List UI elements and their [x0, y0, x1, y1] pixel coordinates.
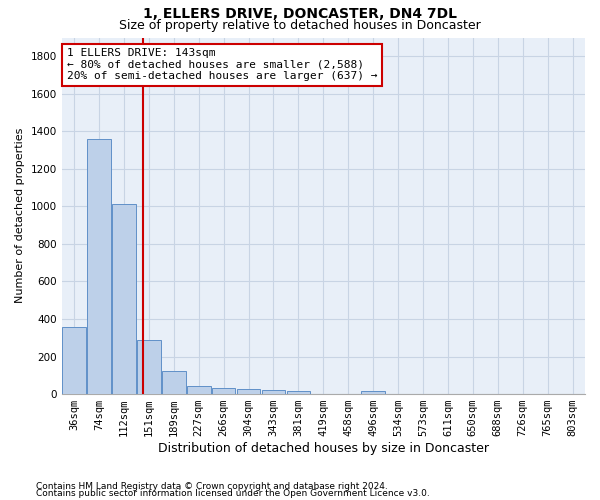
Bar: [237, 389, 260, 394]
Bar: [262, 390, 286, 394]
Text: Size of property relative to detached houses in Doncaster: Size of property relative to detached ho…: [119, 18, 481, 32]
Text: 1 ELLERS DRIVE: 143sqm
← 80% of detached houses are smaller (2,588)
20% of semi-: 1 ELLERS DRIVE: 143sqm ← 80% of detached…: [67, 48, 377, 82]
X-axis label: Distribution of detached houses by size in Doncaster: Distribution of detached houses by size …: [158, 442, 489, 455]
Bar: [87, 139, 111, 394]
Y-axis label: Number of detached properties: Number of detached properties: [15, 128, 25, 304]
Bar: [187, 386, 211, 394]
Bar: [162, 370, 185, 394]
Bar: [137, 340, 161, 394]
Text: Contains HM Land Registry data © Crown copyright and database right 2024.: Contains HM Land Registry data © Crown c…: [36, 482, 388, 491]
Text: 1, ELLERS DRIVE, DONCASTER, DN4 7DL: 1, ELLERS DRIVE, DONCASTER, DN4 7DL: [143, 8, 457, 22]
Bar: [112, 204, 136, 394]
Bar: [361, 390, 385, 394]
Bar: [62, 328, 86, 394]
Text: Contains public sector information licensed under the Open Government Licence v3: Contains public sector information licen…: [36, 490, 430, 498]
Bar: [287, 392, 310, 394]
Bar: [212, 388, 235, 394]
